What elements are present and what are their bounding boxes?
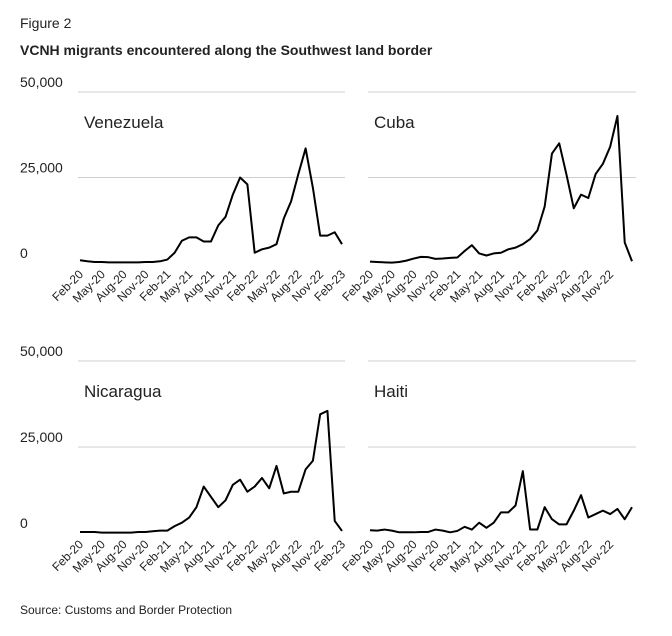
y-tick-label: 50,000 [20,74,63,90]
source: Source: Customs and Border Protection [20,603,232,617]
panel-title: Nicaragua [84,382,162,401]
y-tick-label: 25,000 [20,429,63,445]
data-line [369,114,633,264]
figure-title: VCNH migrants encountered along the Sout… [20,42,433,58]
y-tick-label: 0 [20,245,28,261]
panel-title: Cuba [374,113,415,132]
y-tick-label: 50,000 [20,343,63,359]
figure-label: Figure 2 [20,15,72,31]
y-tick-label: 25,000 [20,160,63,176]
panel-title: Venezuela [84,113,164,132]
panel-title: Haiti [374,382,408,401]
y-tick-label: 0 [20,515,28,531]
data-line [369,470,633,534]
data-line [79,147,343,264]
data-line [80,409,343,534]
